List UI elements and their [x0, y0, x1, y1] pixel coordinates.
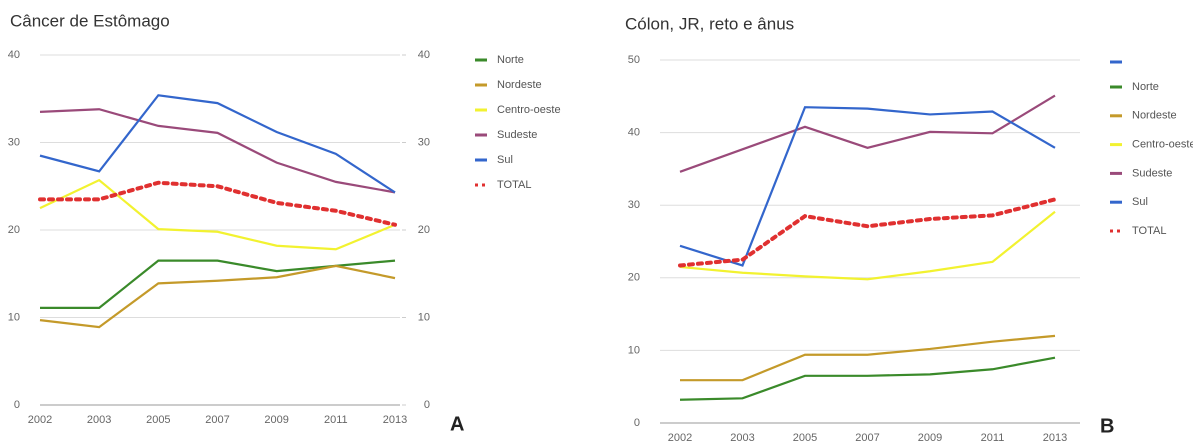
x-tick-label: 2009	[918, 432, 942, 444]
y-tick-label: 0	[634, 417, 640, 429]
x-tick-label: 2007	[205, 414, 229, 426]
series-line	[39, 108, 396, 194]
panel-label: B	[1100, 415, 1114, 437]
x-tick-label: 2002	[668, 432, 692, 444]
y-tick-label: 40	[628, 127, 640, 139]
y2-tick-label: 40	[418, 49, 430, 61]
series-line	[679, 210, 1056, 281]
series-line	[39, 94, 396, 194]
x-tick-label: 2005	[146, 414, 170, 426]
y2-tick-label: 30	[418, 136, 430, 148]
legend-label: Centro-oeste	[497, 104, 561, 116]
legend-label: Norte	[497, 54, 524, 66]
y-tick-label: 30	[8, 136, 20, 148]
y-tick-label: 10	[8, 311, 20, 323]
legend-label: Nordeste	[497, 79, 542, 91]
y-tick-label: 0	[14, 399, 20, 411]
x-tick-label: 2003	[87, 414, 111, 426]
legend-label: Sul	[497, 154, 513, 166]
legend-label: Sudeste	[497, 129, 537, 141]
legend-label: TOTAL	[497, 179, 531, 191]
series-line	[679, 94, 1056, 173]
x-tick-label: 2002	[28, 414, 52, 426]
legend-label: Sul	[1132, 196, 1148, 208]
y2-tick-label: 20	[418, 224, 430, 236]
legend-label: Nordeste	[1132, 110, 1177, 122]
y-tick-label: 30	[628, 199, 640, 211]
series-line	[678, 197, 1057, 268]
x-tick-label: 2011	[324, 414, 348, 426]
y2-tick-label: 10	[418, 311, 430, 323]
series-line	[39, 264, 396, 329]
y2-tick-label: 0	[424, 399, 430, 411]
series-line	[679, 356, 1056, 401]
y-tick-label: 20	[628, 272, 640, 284]
legend-label: Norte	[1132, 81, 1159, 93]
y-tick-label: 10	[628, 344, 640, 356]
series-line	[679, 106, 1056, 267]
series-line	[680, 334, 1056, 382]
x-tick-label: 2007	[855, 432, 879, 444]
y-tick-label: 50	[628, 54, 640, 66]
y-tick-label: 40	[8, 49, 20, 61]
chart-title: Câncer de Estômago	[10, 11, 170, 30]
x-tick-label: 2011	[981, 432, 1005, 444]
legend-label: Sudeste	[1132, 167, 1172, 179]
series-line	[39, 178, 396, 251]
x-tick-label: 2013	[1043, 432, 1067, 444]
x-tick-label: 2005	[793, 432, 817, 444]
chart-title: Cólon, JR, reto e ânus	[625, 14, 794, 33]
x-tick-label: 2009	[264, 414, 288, 426]
panel-label: A	[450, 413, 464, 435]
y-tick-label: 20	[8, 224, 20, 236]
legend-label: Centro-oeste	[1132, 139, 1193, 151]
x-tick-label: 2003	[730, 432, 754, 444]
series-line	[38, 180, 397, 227]
x-tick-label: 2013	[383, 414, 407, 426]
legend-label: TOTAL	[1132, 225, 1166, 237]
